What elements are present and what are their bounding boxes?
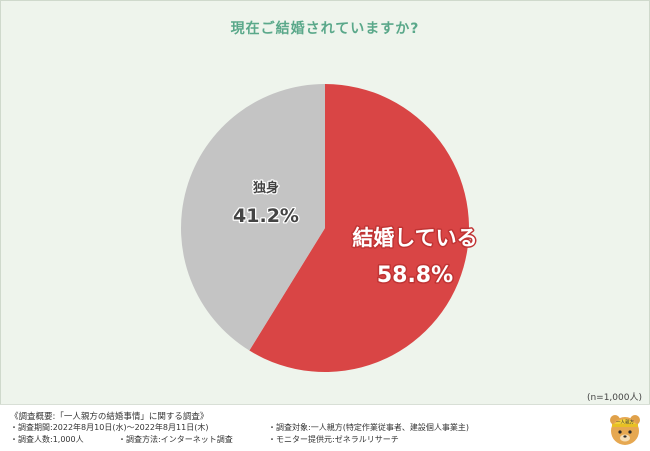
survey-period: 調査期間:2022年8月10日(水)〜2022年8月11日(木) (10, 422, 208, 433)
survey-provider: モニター提供元:ゼネラルリサーチ (268, 434, 399, 445)
survey-target: 調査対象:一人親方(特定作業従事者、建設個人事業主) (268, 422, 469, 433)
slice-label-married: 結婚している (352, 226, 477, 250)
survey-overview: 《調査概要:「一人親方の結婚事情」に関する調査》 調査期間:2022年8月10日… (0, 404, 650, 451)
survey-heading: 《調査概要:「一人親方の結婚事情」に関する調査》 (10, 412, 209, 422)
bear-mascot-icon: 一人親方 (610, 415, 640, 445)
logo-text: 一人親方 (616, 419, 634, 426)
slice-label-single: 独身 (253, 180, 279, 196)
pie-slice-single (180, 84, 325, 351)
survey-people: 調査人数:1,000人 (10, 434, 84, 445)
survey-method: 調査方法:インターネット調査 (118, 434, 233, 445)
sample-size-note: (n=1,000人) (586, 393, 642, 403)
pie-slice-married (249, 84, 469, 372)
pie-chart: 結婚している 58.8% 独身 41.2% (180, 84, 479, 372)
chart-title: 現在ご結婚されていますか? (230, 21, 420, 37)
slice-value-married: 58.8% (377, 263, 453, 288)
slice-value-single: 41.2% (233, 205, 299, 227)
